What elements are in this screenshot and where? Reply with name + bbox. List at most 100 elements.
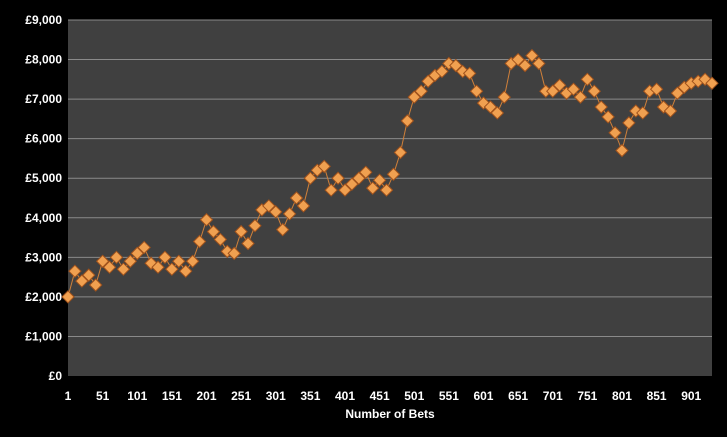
x-tick-label: 301 bbox=[266, 389, 286, 403]
data-point bbox=[469, 84, 484, 98]
data-point bbox=[75, 274, 89, 288]
x-axis-title: Number of Bets bbox=[345, 407, 435, 421]
data-point bbox=[172, 254, 186, 268]
data-point bbox=[566, 82, 581, 96]
data-point bbox=[317, 159, 331, 174]
data-point bbox=[608, 126, 622, 140]
data-point bbox=[137, 240, 151, 255]
data-point bbox=[213, 232, 228, 247]
data-point bbox=[234, 224, 248, 239]
data-point bbox=[622, 116, 636, 130]
data-point bbox=[359, 165, 373, 179]
data-point bbox=[552, 78, 567, 92]
data-point bbox=[95, 254, 110, 268]
y-tick-label: £6,000 bbox=[25, 132, 62, 146]
series-line bbox=[67, 54, 713, 298]
data-point bbox=[670, 86, 685, 100]
data-point bbox=[68, 264, 82, 278]
data-point bbox=[483, 100, 498, 114]
data-point bbox=[511, 52, 525, 67]
data-point bbox=[525, 48, 539, 63]
data-point bbox=[546, 84, 560, 98]
x-tick-label: 1 bbox=[65, 389, 72, 403]
data-point bbox=[227, 246, 241, 261]
data-point bbox=[262, 199, 276, 213]
data-point bbox=[109, 250, 124, 265]
data-point bbox=[365, 181, 380, 195]
y-tick-label: £5,000 bbox=[25, 171, 62, 185]
x-tick-label: 101 bbox=[127, 389, 147, 403]
data-point bbox=[580, 72, 595, 87]
data-point bbox=[303, 171, 318, 185]
data-point bbox=[151, 260, 165, 274]
x-tick-label: 51 bbox=[96, 389, 110, 403]
y-tick-label: £9,000 bbox=[25, 13, 62, 27]
data-point bbox=[407, 90, 421, 104]
data-point bbox=[462, 66, 477, 81]
x-tick-label: 401 bbox=[335, 389, 355, 403]
x-tick-label: 701 bbox=[543, 389, 563, 403]
data-point bbox=[282, 207, 297, 221]
data-point bbox=[615, 143, 629, 158]
data-point bbox=[165, 262, 179, 276]
data-point bbox=[379, 183, 394, 197]
data-point bbox=[248, 218, 262, 233]
y-tick-label: £0 bbox=[49, 369, 63, 383]
data-point bbox=[435, 64, 449, 79]
data-point bbox=[130, 246, 144, 261]
x-tick-label: 151 bbox=[162, 389, 182, 403]
data-point bbox=[400, 114, 415, 128]
data-point bbox=[324, 183, 338, 197]
data-point bbox=[123, 254, 138, 268]
data-point bbox=[601, 110, 615, 124]
data-point bbox=[185, 254, 200, 268]
data-point bbox=[421, 74, 435, 89]
x-tick-label: 551 bbox=[439, 389, 459, 403]
data-point bbox=[179, 264, 193, 278]
x-tick-label: 601 bbox=[473, 389, 493, 403]
y-tick-label: £8,000 bbox=[25, 53, 62, 67]
data-point bbox=[269, 205, 283, 219]
data-point bbox=[296, 199, 311, 213]
y-tick-label: £3,000 bbox=[25, 250, 62, 264]
x-axis-tick-labels: 1 51 101 151 201 251 301 351 401 451 501 551 601 651 7… bbox=[65, 389, 702, 403]
data-point bbox=[199, 213, 214, 227]
data-point bbox=[636, 106, 650, 120]
data-point bbox=[275, 222, 290, 237]
series-markers bbox=[61, 48, 719, 304]
data-point bbox=[331, 171, 345, 185]
data-point bbox=[490, 106, 505, 120]
data-point bbox=[345, 177, 359, 191]
x-tick-label: 751 bbox=[577, 389, 597, 403]
data-point bbox=[116, 262, 131, 276]
data-point bbox=[414, 84, 428, 98]
data-point bbox=[705, 76, 719, 90]
x-tick-label: 851 bbox=[647, 389, 667, 403]
data-point bbox=[663, 104, 678, 118]
plot-area bbox=[68, 20, 712, 376]
y-tick-label: £2,000 bbox=[25, 290, 62, 304]
data-point bbox=[497, 90, 511, 104]
x-tick-label: 251 bbox=[231, 389, 251, 403]
data-point bbox=[338, 183, 352, 197]
data-point bbox=[518, 58, 532, 73]
y-tick-label: £7,000 bbox=[25, 92, 62, 106]
x-tick-label: 801 bbox=[612, 389, 632, 403]
x-tick-label: 201 bbox=[196, 389, 216, 403]
data-point bbox=[587, 84, 601, 98]
data-point bbox=[532, 56, 546, 71]
x-tick-label: 651 bbox=[508, 389, 528, 403]
data-point bbox=[386, 167, 401, 181]
data-point bbox=[372, 173, 387, 187]
data-point bbox=[241, 236, 255, 251]
data-point bbox=[649, 82, 664, 96]
data-point bbox=[102, 260, 117, 274]
data-point bbox=[289, 191, 304, 205]
data-point bbox=[61, 290, 75, 304]
data-point bbox=[449, 58, 463, 73]
x-tick-label: 451 bbox=[370, 389, 390, 403]
data-point bbox=[393, 145, 408, 160]
data-point bbox=[88, 278, 103, 292]
data-point bbox=[573, 90, 588, 104]
